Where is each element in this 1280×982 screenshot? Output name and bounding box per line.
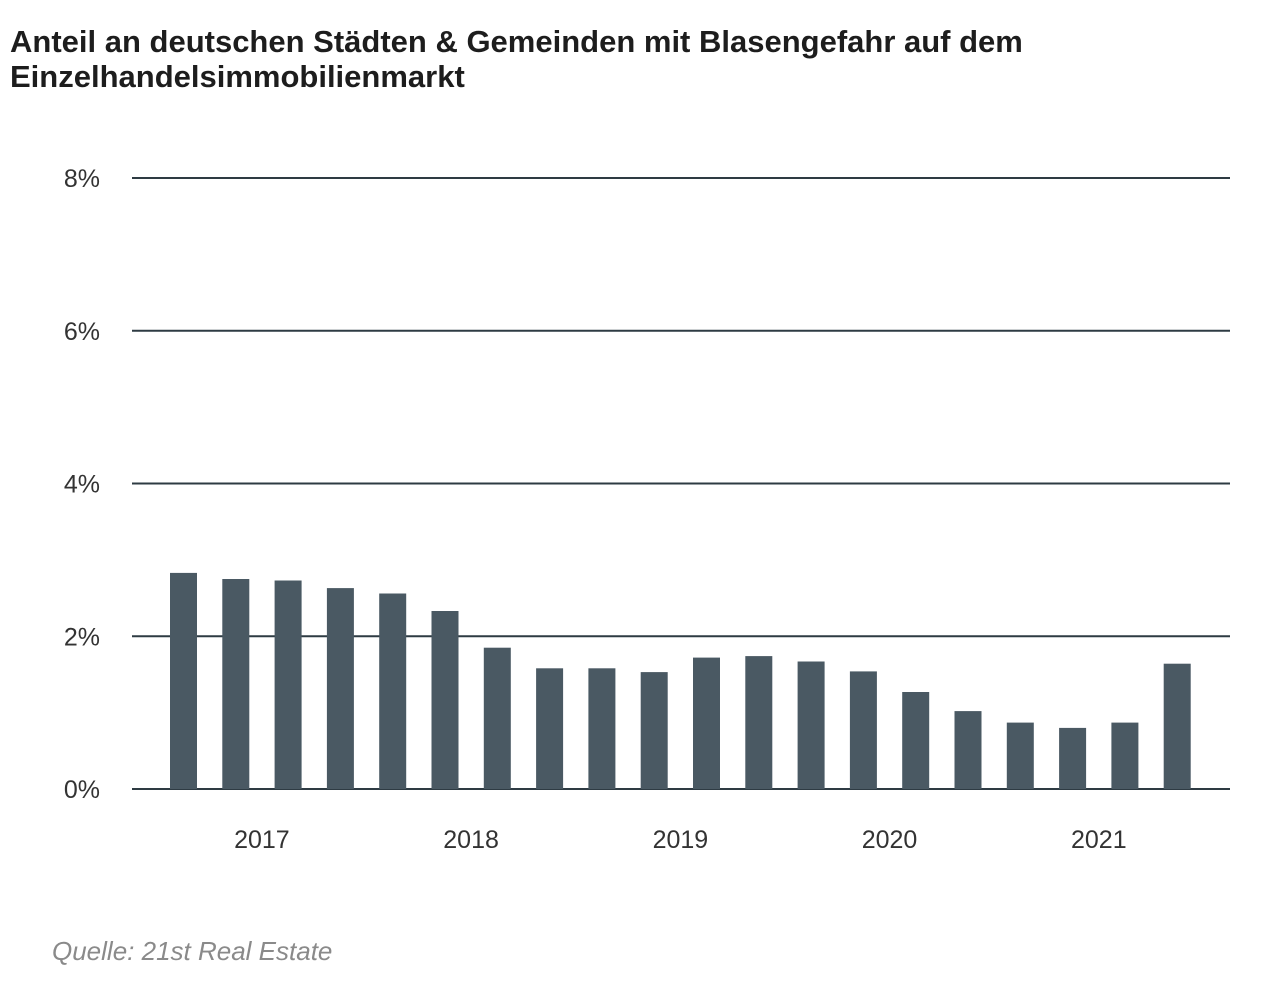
bar: [640, 672, 668, 789]
x-tick-label: 2018: [443, 826, 499, 854]
bar: [431, 611, 459, 789]
source-note: Quelle: 21st Real Estate: [52, 936, 333, 966]
y-tick-label: 6%: [64, 318, 100, 346]
bar: [902, 692, 930, 789]
bar: [483, 647, 511, 789]
x-tick-label: 2017: [234, 826, 290, 854]
bar: [170, 572, 197, 789]
y-tick-label: 4%: [64, 471, 100, 499]
bar: [1006, 722, 1034, 789]
bar: [954, 711, 982, 789]
y-tick-label: 8%: [64, 165, 100, 193]
y-tick-label: 2%: [64, 623, 100, 651]
y-axis-ticks: 0% 2% 4% 6% 8%: [64, 165, 100, 804]
bar: [797, 661, 825, 789]
bar: [274, 580, 302, 789]
bar: [849, 671, 877, 789]
bar: [536, 668, 564, 789]
x-tick-label: 2021: [1071, 826, 1127, 854]
bar: [1163, 663, 1191, 789]
bar: [222, 579, 250, 789]
bar: [379, 593, 407, 789]
bar-chart: 0% 2% 4% 6% 8% 2017 2018 2019 2020 2021: [64, 165, 1230, 854]
bar: [693, 657, 720, 789]
bar: [1059, 727, 1087, 789]
chart-title: Anteil an deutschen Städten & Gemeinden …: [10, 24, 1023, 94]
gridlines: [132, 177, 1230, 790]
bar: [745, 656, 773, 789]
bar: [1111, 722, 1139, 789]
bar: [326, 588, 354, 789]
bar: [588, 668, 616, 789]
x-tick-label: 2020: [862, 826, 918, 854]
bars: [170, 572, 1191, 789]
x-tick-label: 2019: [653, 826, 709, 854]
x-axis-ticks: 2017 2018 2019 2020 2021: [234, 826, 1127, 854]
y-tick-label: 0%: [64, 776, 100, 804]
